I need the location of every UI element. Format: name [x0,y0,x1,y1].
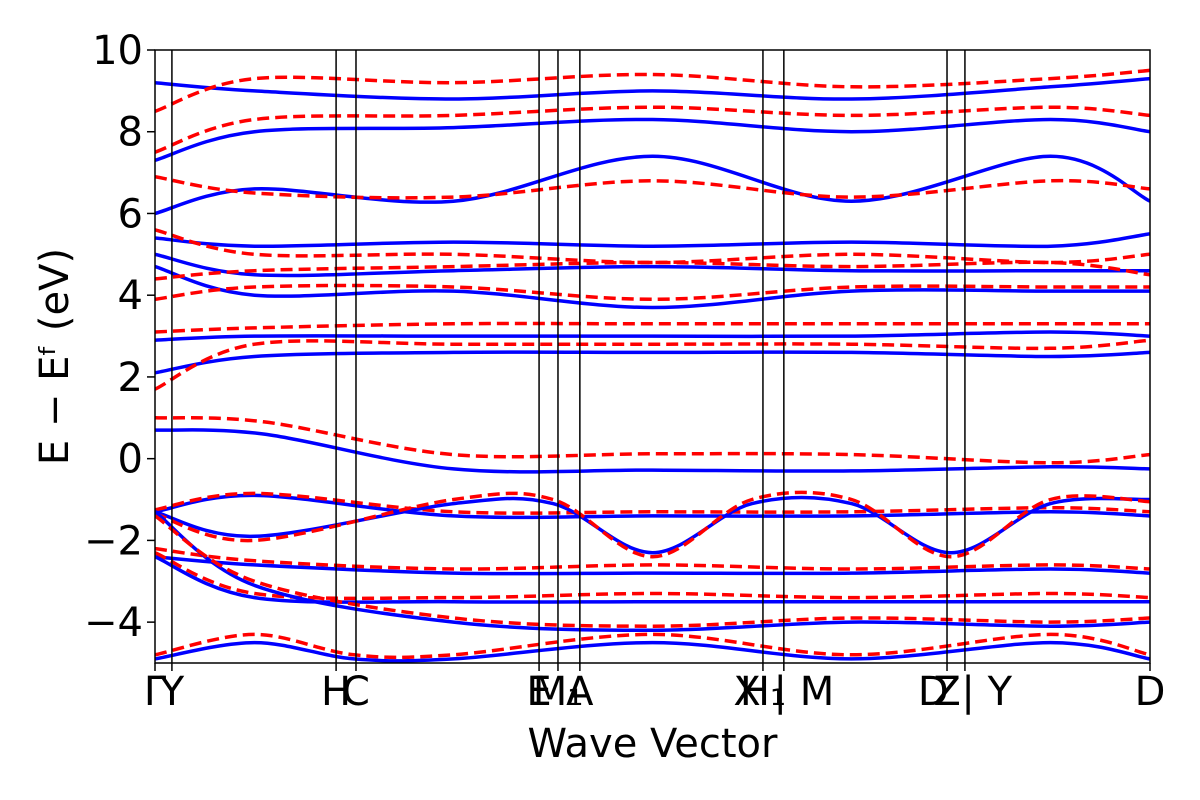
x-tick-label: H [321,669,351,715]
y-tick-label: −2 [84,518,143,564]
band-line-20 [155,495,1150,555]
series-layer [155,68,1150,663]
x-tick-label: X | M [733,669,834,715]
band-line-22 [155,554,1150,576]
band-line-15 [155,105,1150,154]
band-line-13 [155,174,1150,200]
x-tick-label: M₁ [533,669,584,715]
band-line-7 [155,283,1150,302]
band-line-29 [155,632,1150,660]
band-line-5 [155,321,1150,334]
y-axis-ticks: −4 −2 0 2 4 6 8 10 [84,28,155,646]
band-line-12 [155,154,1150,216]
band-line-10 [155,232,1150,249]
y-tick-label: 8 [118,110,143,156]
band-line-14 [155,117,1150,162]
y-tick-label: 10 [92,28,143,74]
y-tick-label: 6 [118,191,143,237]
band-line-6 [155,264,1150,310]
band-line-21 [155,490,1150,559]
band-line-23 [155,546,1150,571]
band-line-8 [155,252,1150,278]
band-line-3 [155,338,1150,391]
x-axis-label: Wave Vector [528,721,779,767]
band-line-9 [155,260,1150,281]
band-line-0 [155,428,1150,474]
x-tick-label: D | Y [918,669,1013,715]
x-tick-label: Y [159,669,185,715]
band-line-17 [155,68,1150,113]
x-tick-label: E [526,669,551,715]
x-tick-label: H₁ [740,669,786,715]
x-tick-label: A [566,669,594,715]
band-line-4 [155,330,1150,342]
band-line-25 [155,551,1150,601]
band-line-24 [155,555,1150,604]
x-tick-label: Z [933,669,960,715]
x-tick-label: C [342,669,370,715]
band-line-27 [155,514,1150,628]
kpoint-lines [171,50,966,663]
y-tick-label: 2 [118,355,143,401]
x-tick-label: Γ [144,669,167,715]
band-line-2 [155,350,1150,375]
band-line-19 [155,491,1150,515]
plot-frame [154,49,1151,664]
band-line-18 [155,493,1150,520]
band-line-1 [155,416,1150,465]
y-tick-label: 0 [118,437,143,483]
band-line-26 [155,510,1150,633]
band-line-16 [155,76,1150,101]
x-tick-label: D [1135,669,1166,715]
y-tick-label: −4 [84,600,143,646]
band-line-28 [155,640,1150,663]
y-tick-label: 4 [118,273,143,319]
y-axis-label: E − Eᶠ (eV) [32,248,78,465]
